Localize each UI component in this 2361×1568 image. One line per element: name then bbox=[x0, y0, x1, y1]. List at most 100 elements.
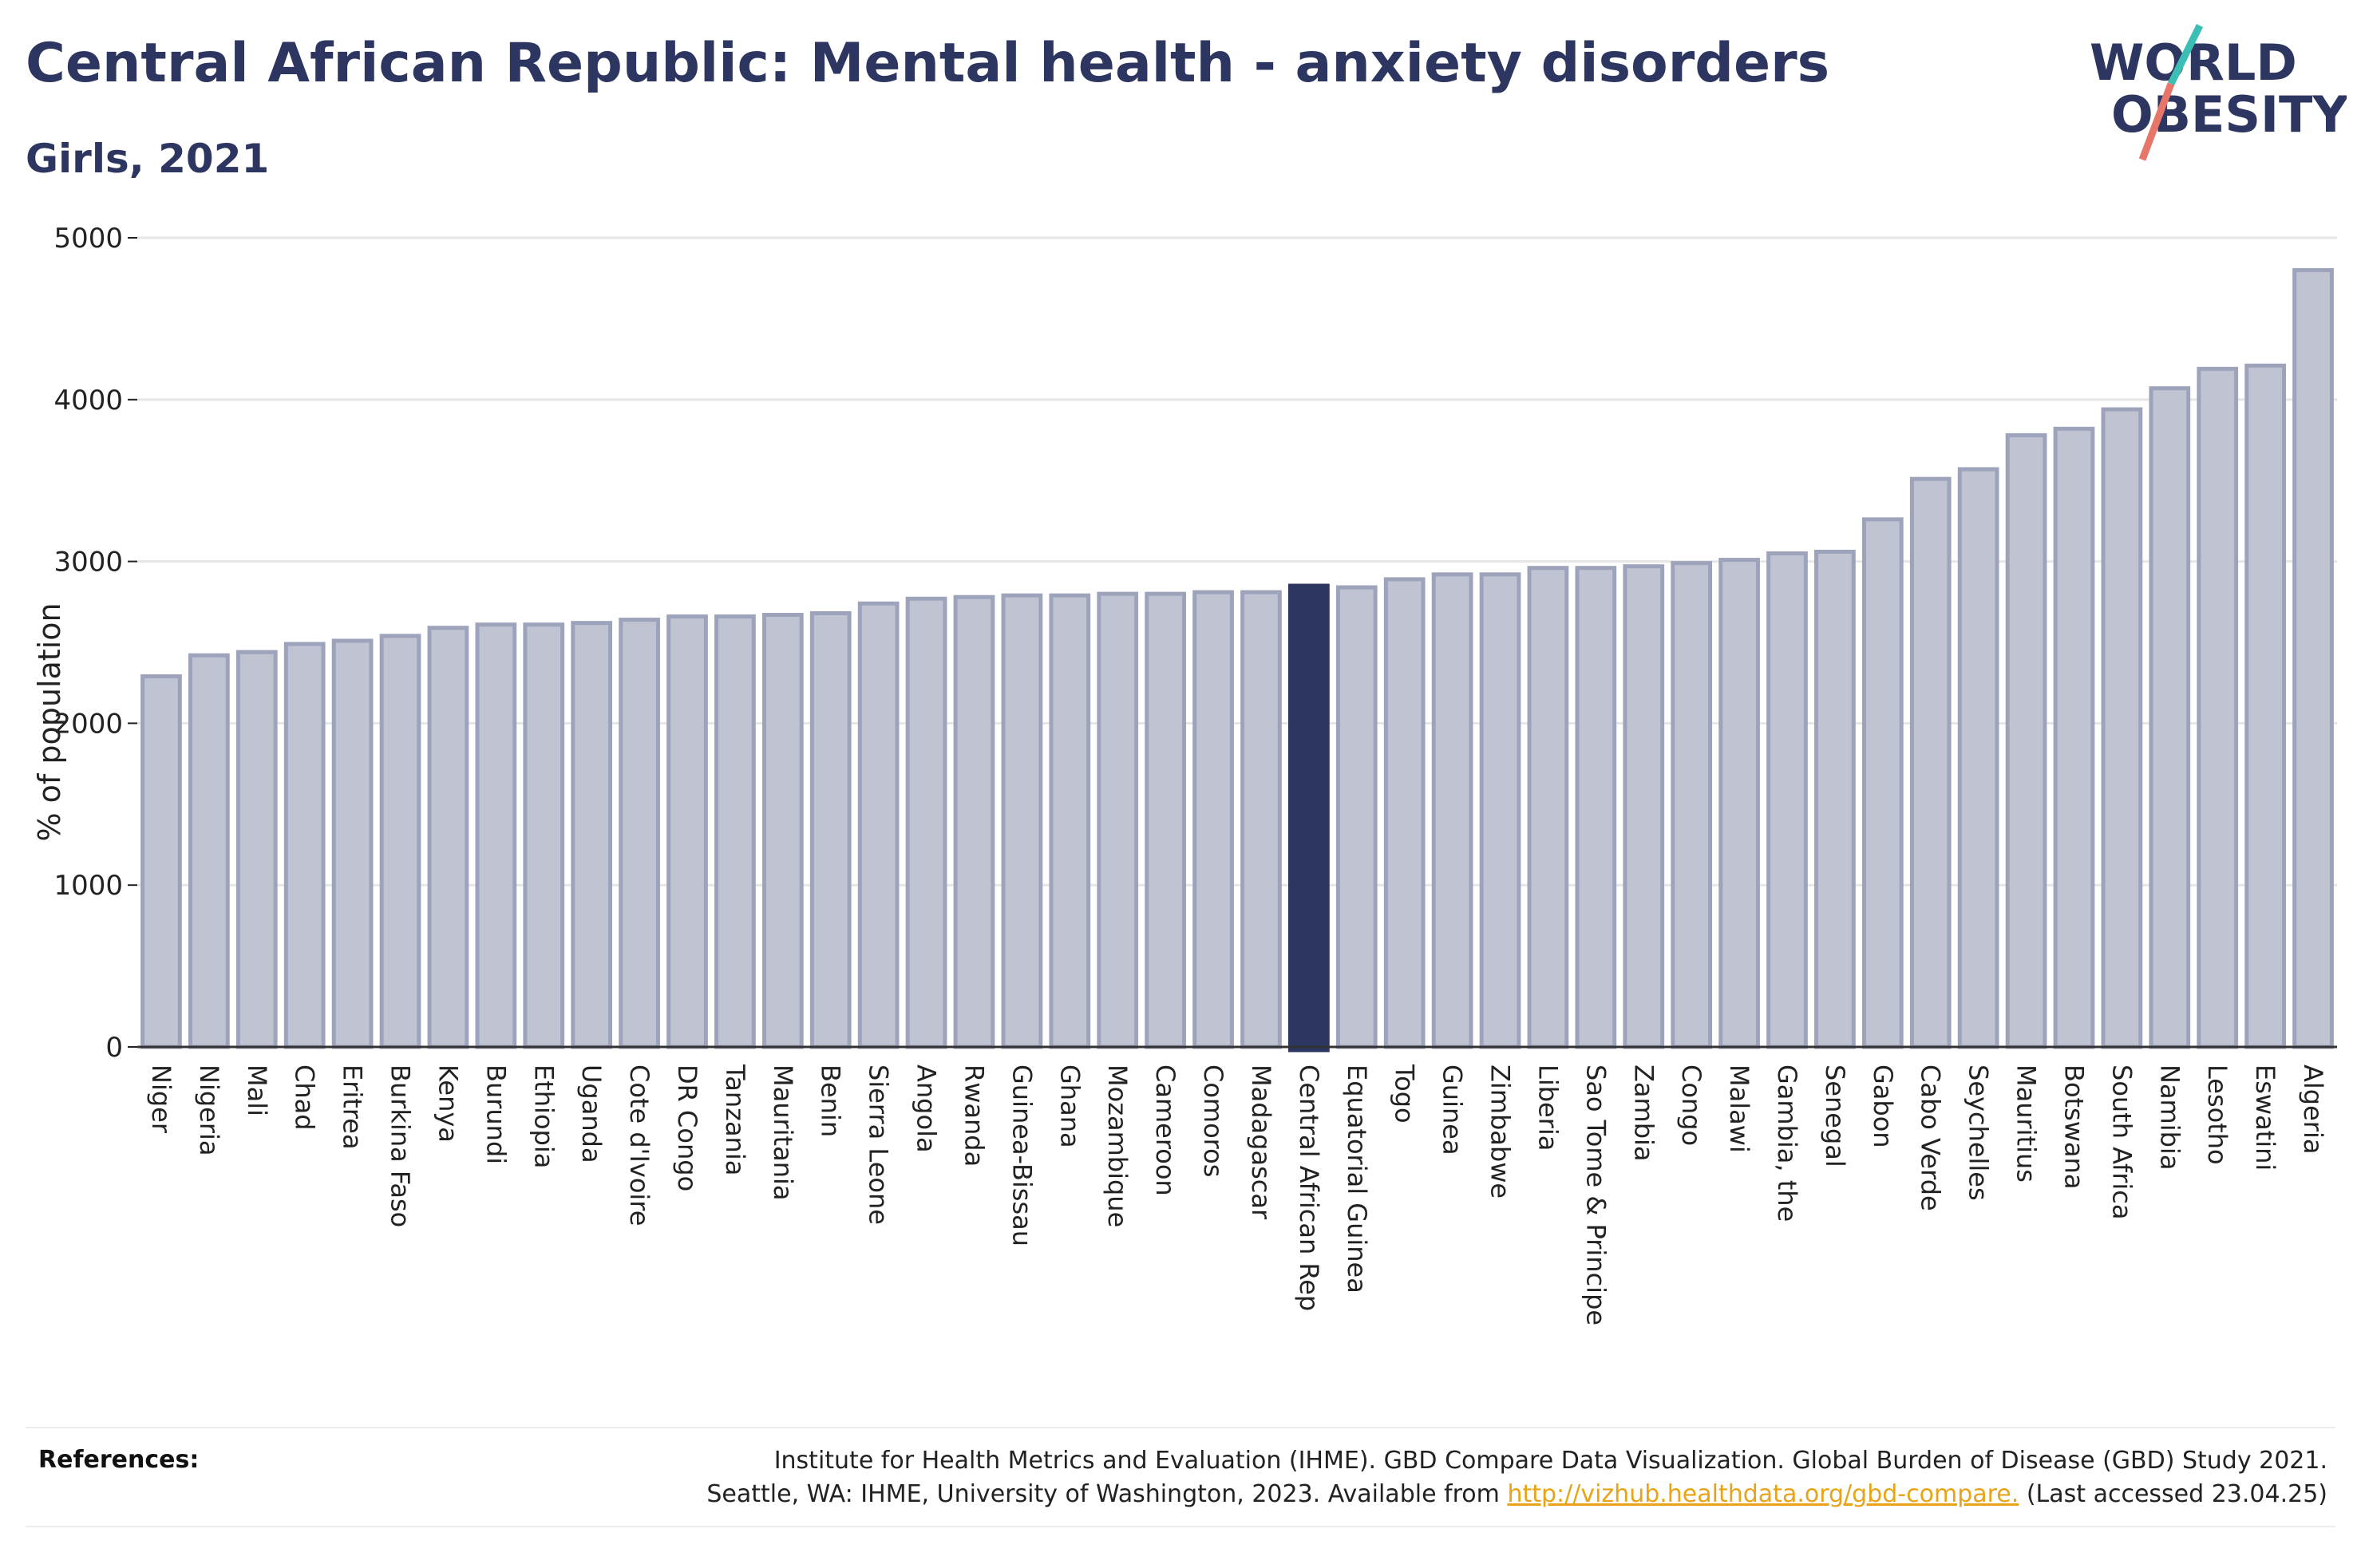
bar-zimbabwe bbox=[1479, 572, 1521, 1049]
bar-burkina-faso bbox=[379, 634, 421, 1049]
y-axis-title: % of population bbox=[32, 602, 67, 841]
logo-slash-teal bbox=[2167, 24, 2204, 85]
x-tick-label: DR Congo bbox=[672, 1064, 702, 1191]
bar-south-africa bbox=[2101, 407, 2143, 1049]
bar-eswatini bbox=[2244, 363, 2286, 1049]
bar-ethiopia bbox=[523, 622, 565, 1049]
x-tick-label: Comoros bbox=[1198, 1064, 1228, 1177]
reference-line-2: Seattle, WA: IHME, University of Washing… bbox=[492, 1478, 2327, 1511]
bar-mozambique bbox=[1097, 591, 1139, 1049]
bar-senegal bbox=[1814, 549, 1856, 1049]
logo-slash-coral bbox=[2138, 82, 2175, 161]
footer-divider-bottom bbox=[26, 1526, 2335, 1527]
bar-liberia bbox=[1527, 566, 1569, 1049]
bar-dr-congo bbox=[666, 614, 708, 1049]
bar-madagascar bbox=[1240, 590, 1282, 1049]
bar-tanzania bbox=[714, 614, 756, 1049]
axes: 0 1000 2000 3000 4000 5000 Niger Nigeria Mali Cha… bbox=[53, 223, 2337, 1325]
reference-link[interactable]: http://vizhub.healthdata.org/gbd-compare… bbox=[1507, 1480, 2019, 1508]
bars bbox=[140, 268, 2334, 1053]
x-tick-label: South Africa bbox=[2106, 1064, 2137, 1219]
x-tick-label: Sierra Leone bbox=[864, 1064, 894, 1225]
bar-namibia bbox=[2149, 386, 2191, 1049]
bar-gabon bbox=[1861, 517, 1904, 1049]
x-tick-label: Burundi bbox=[481, 1064, 511, 1164]
bar-eritrea bbox=[331, 638, 374, 1049]
references-label: References: bbox=[38, 1446, 200, 1474]
bar-algeria bbox=[2292, 268, 2334, 1049]
x-tick-label: Madagascar bbox=[1246, 1064, 1276, 1220]
x-tick-label: Benin bbox=[816, 1064, 846, 1137]
bar-botswana bbox=[2053, 426, 2095, 1049]
bar-equatorial-guinea bbox=[1335, 585, 1378, 1049]
bar-angola bbox=[905, 596, 947, 1049]
reference-line-2-suffix: (Last accessed 23.04.25) bbox=[2026, 1480, 2327, 1508]
bar-guinea-bissau bbox=[1001, 593, 1043, 1049]
x-tick-label: Kenya bbox=[433, 1064, 463, 1143]
y-tick-label: 4000 bbox=[53, 385, 123, 417]
y-tick-label: 1000 bbox=[53, 870, 123, 902]
bar-togo bbox=[1383, 577, 1426, 1049]
y-tick-label: 5000 bbox=[53, 223, 123, 255]
y-tick-label: 3000 bbox=[53, 547, 123, 579]
x-tick-label: Guinea-Bissau bbox=[1006, 1064, 1037, 1246]
x-tick-label: Togo bbox=[1390, 1064, 1420, 1124]
y-tick-label: 2000 bbox=[53, 708, 123, 740]
x-tick-label: Algeria bbox=[2298, 1064, 2328, 1154]
bar-mali bbox=[235, 650, 278, 1049]
x-tick-label: Tanzania bbox=[720, 1064, 750, 1175]
x-tick-label: Burkina Faso bbox=[386, 1064, 416, 1227]
bar-kenya bbox=[427, 626, 469, 1049]
bar-rwanda bbox=[953, 594, 995, 1049]
bar-cote-d-ivoire bbox=[619, 618, 660, 1049]
bar-congo bbox=[1671, 561, 1713, 1049]
x-tick-label: Sao Tome & Principe bbox=[1580, 1064, 1611, 1325]
x-tick-label: Eswatini bbox=[2250, 1064, 2280, 1171]
bar-chart: 0 1000 2000 3000 4000 5000 Niger Nigeria Mali Cha… bbox=[32, 223, 2337, 1325]
bar-uganda bbox=[571, 621, 613, 1049]
bar-sao-tome-principe bbox=[1575, 566, 1617, 1049]
x-tick-label: Seychelles bbox=[1964, 1064, 1994, 1201]
x-tick-label: Eritrea bbox=[338, 1064, 368, 1150]
bar-lesotho bbox=[2197, 366, 2239, 1049]
x-tick-label: Botswana bbox=[2058, 1064, 2089, 1189]
x-tick-label: Ghana bbox=[1054, 1064, 1085, 1148]
x-tick-label: Cameroon bbox=[1150, 1064, 1180, 1196]
x-tick-label: Uganda bbox=[576, 1064, 607, 1163]
x-tick-label: Equatorial Guinea bbox=[1342, 1064, 1372, 1294]
bar-mauritania bbox=[761, 613, 804, 1049]
bar-seychelles bbox=[1957, 467, 1999, 1049]
bar-niger bbox=[140, 674, 182, 1049]
references-text: Institute for Health Metrics and Evaluat… bbox=[492, 1444, 2327, 1511]
chart-subtitle: Girls, 2021 bbox=[26, 136, 270, 182]
x-tick-label: Zimbabwe bbox=[1485, 1064, 1516, 1199]
bar-central-african-rep bbox=[1288, 583, 1330, 1053]
bar-cameroon bbox=[1145, 591, 1186, 1049]
x-tick-label: Gambia, the bbox=[1772, 1064, 1802, 1222]
x-tick-label: Central African Rep bbox=[1294, 1064, 1324, 1311]
x-tick-label: Mauritania bbox=[768, 1064, 798, 1200]
bar-zambia bbox=[1623, 564, 1665, 1049]
bar-guinea bbox=[1431, 572, 1473, 1049]
bar-nigeria bbox=[188, 653, 230, 1049]
x-tick-label: Senegal bbox=[1820, 1064, 1850, 1167]
x-tick-label: Nigeria bbox=[194, 1064, 224, 1155]
x-tick-label: Cabo Verde bbox=[1916, 1064, 1946, 1211]
x-tick-label: Namibia bbox=[2154, 1064, 2185, 1170]
x-tick-label: Ethiopia bbox=[528, 1064, 559, 1168]
x-tick-label: Guinea bbox=[1438, 1064, 1468, 1155]
chart-title: Central African Republic: Mental health … bbox=[26, 32, 1830, 95]
x-tick-label: Cote d'Ivoire bbox=[624, 1064, 655, 1226]
bar-malawi bbox=[1718, 558, 1760, 1049]
x-tick-label: Lesotho bbox=[2202, 1064, 2232, 1165]
bar-comoros bbox=[1192, 590, 1234, 1049]
x-tick-label: Rwanda bbox=[959, 1064, 989, 1167]
bar-mauritius bbox=[2005, 432, 2047, 1049]
x-tick-label: Zambia bbox=[1628, 1064, 1659, 1162]
x-tick-label: Angola bbox=[912, 1064, 942, 1153]
bar-burundi bbox=[475, 622, 517, 1049]
x-tick-label: Liberia bbox=[1532, 1064, 1563, 1151]
bar-sierra-leone bbox=[857, 601, 900, 1049]
reference-line-2-text: Seattle, WA: IHME, University of Washing… bbox=[706, 1480, 1500, 1508]
x-tick-label: Chad bbox=[290, 1064, 320, 1131]
